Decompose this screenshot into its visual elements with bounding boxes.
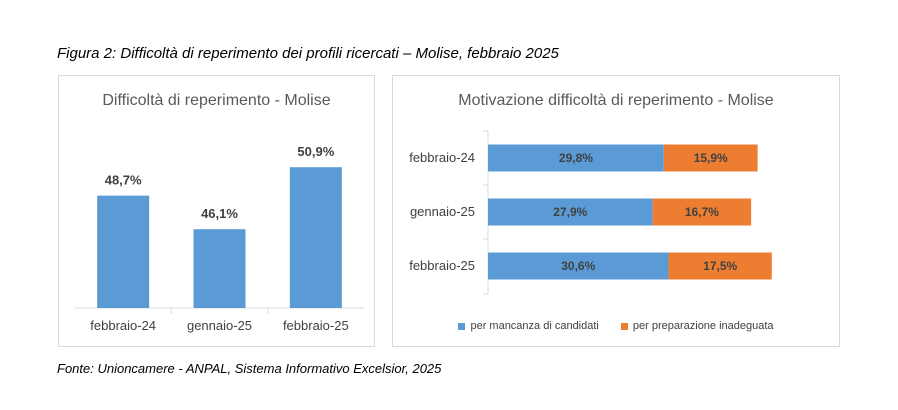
source-note: Fonte: Unioncamere - ANPAL, Sistema Info… [57,361,442,376]
chart-difficulty-svg: 48,7% febbraio-24 46,1% gennaio-25 50,9% febb… [75,144,364,333]
data-label-febbraio-24: 48,7% [105,173,142,188]
chart-motivation-legend: per mancanza di candidati per preparazio… [393,320,839,332]
bar-febbraio-24 [97,195,150,308]
bar-febbraio-25 [289,167,342,308]
data-label-febbraio-24-candidates: 29,8% [559,151,593,165]
legend-swatch-orange [620,322,628,330]
chart-difficulty-title: Difficoltà di reperimento - Molise [102,92,331,109]
bar-gennaio-25 [193,229,246,308]
x-tick-label-febbraio-25: febbraio-25 [283,318,349,333]
data-label-febbraio-25: 50,9% [297,144,334,159]
y-tick-label-gennaio-25: gennaio-25 [410,204,475,219]
chart-motivation-title: Motivazione difficoltà di reperimento - … [458,92,774,109]
legend-label-preparation: per preparazione inadeguata [632,320,774,332]
x-tick-label-gennaio-25: gennaio-25 [187,318,252,333]
data-label-gennaio-25-preparation: 16,7% [685,205,719,219]
y-tick-label-febbraio-25: febbraio-25 [409,258,475,273]
chart-motivation-svg: febbraio-24 29,8% 15,9% gennaio-25 27,9% 16,7… [409,130,772,295]
bar-segment-febbraio-25-preparation [668,252,772,280]
bar-segment-gennaio-25-preparation [652,198,752,226]
data-label-febbraio-24-preparation: 15,9% [694,151,728,165]
bar-segment-febbraio-25-candidates [488,252,669,280]
legend-item-candidates: per mancanza di candidati [458,320,599,332]
legend-swatch-blue [458,322,466,330]
bar-segment-febbraio-24-candidates [488,144,664,172]
data-label-febbraio-25-candidates: 30,6% [561,259,595,273]
data-label-gennaio-25: 46,1% [201,206,238,221]
figure-title: Figura 2: Difficoltà di reperimento dei … [57,45,559,62]
data-label-gennaio-25-candidates: 27,9% [553,205,587,219]
chart-motivation-panel: Motivazione difficoltà di reperimento - … [392,75,840,347]
chart-difficulty-panel: Difficoltà di reperimento - Molise 48,7%… [58,75,375,347]
bar-segment-febbraio-24-preparation [663,144,758,172]
legend-label-candidates: per mancanza di candidati [470,320,599,332]
bar-segment-gennaio-25-candidates [488,198,653,226]
legend-item-preparation: per preparazione inadeguata [620,320,774,332]
data-label-febbraio-25-preparation: 17,5% [703,259,737,273]
x-tick-label-febbraio-24: febbraio-24 [90,318,156,333]
y-tick-label-febbraio-24: febbraio-24 [409,150,475,165]
